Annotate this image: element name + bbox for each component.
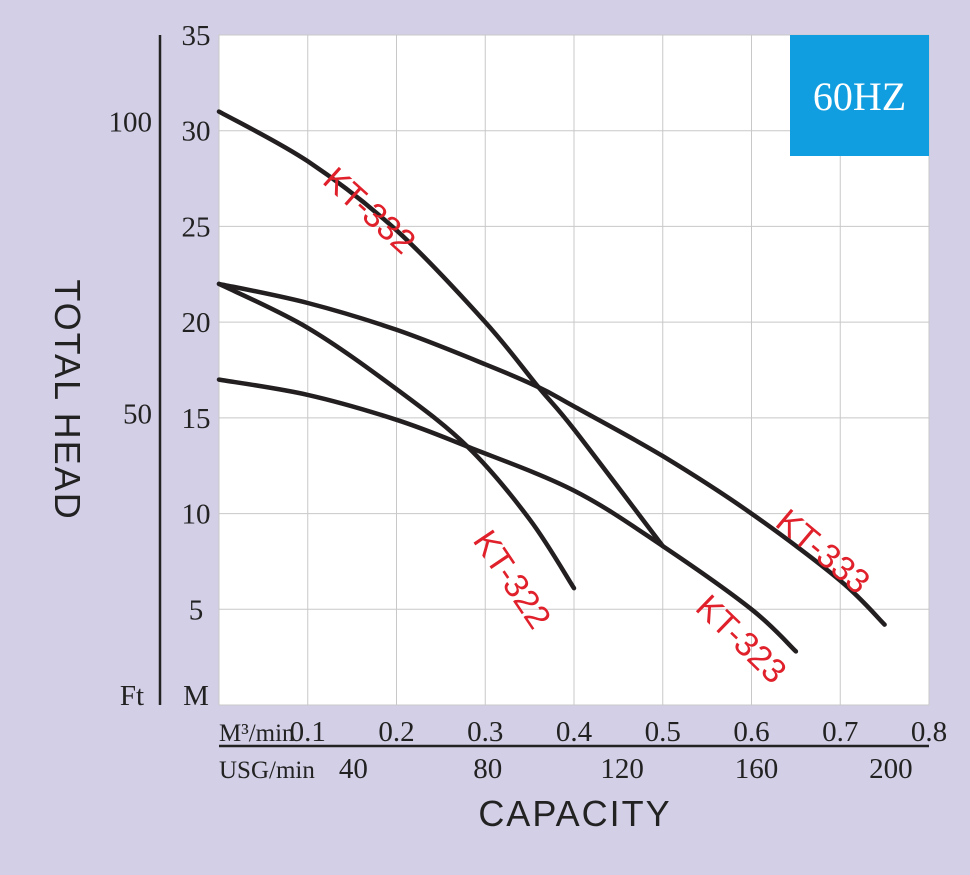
x-tick-3: 0.4 [556, 716, 593, 748]
x-tick-6: 0.7 [822, 716, 858, 748]
y-tick-3: 20 [182, 307, 211, 339]
y-tick-4: 25 [182, 211, 211, 243]
usg-tick-3: 160 [735, 753, 779, 785]
y-tick-1: 10 [182, 499, 211, 531]
x-tick-labels: 0.1 0.2 0.3 0.4 0.5 0.6 0.7 0.8 [290, 716, 948, 748]
frequency-badge: 60HZ [790, 35, 929, 156]
badge-label: 60HZ [813, 74, 906, 119]
x-unit-m3: M³/min [219, 720, 295, 747]
x-tick-1: 0.2 [378, 716, 414, 748]
x-tick-5: 0.6 [733, 716, 769, 748]
usg-tick-2: 120 [600, 753, 644, 785]
y-tick-2: 15 [182, 403, 211, 435]
ft-tick-1: 100 [109, 107, 153, 139]
x-axis-title: CAPACITY [478, 793, 671, 834]
usg-tick-labels: 40 80 120 160 200 [339, 753, 913, 785]
y-tick-5: 30 [182, 116, 211, 148]
y-unit-m: M [183, 680, 209, 712]
curve-kt-322 [216, 281, 577, 591]
usg-tick-4: 200 [869, 753, 913, 785]
curve-kt-333 [216, 281, 887, 627]
y-tick-labels: 5 10 15 20 25 30 35 [182, 20, 211, 626]
ft-tick-0: 50 [123, 398, 152, 430]
ft-tick-labels: 50 100 [109, 107, 153, 431]
x-tick-4: 0.5 [645, 716, 681, 748]
curve-kt-332 [216, 109, 666, 549]
usg-tick-0: 40 [339, 753, 368, 785]
x-tick-0: 0.1 [290, 716, 326, 748]
x-unit-usg: USG/min [219, 757, 315, 784]
y-tick-6: 35 [182, 20, 211, 52]
curve-kt-323 [216, 377, 799, 654]
x-tick-7: 0.8 [911, 716, 947, 748]
x-tick-2: 0.3 [467, 716, 503, 748]
y-axis-title: TOTAL HEAD [47, 279, 88, 520]
y-unit-ft: Ft [120, 680, 144, 712]
badge-background [790, 35, 929, 156]
usg-tick-1: 80 [473, 753, 502, 785]
y-tick-0: 5 [189, 594, 204, 626]
